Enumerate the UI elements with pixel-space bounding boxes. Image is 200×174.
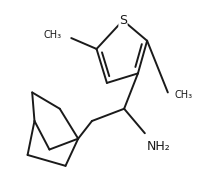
Text: CH₃: CH₃ [175,90,193,100]
Text: CH₃: CH₃ [44,30,62,40]
Text: NH₂: NH₂ [147,140,171,153]
Text: S: S [119,14,127,27]
